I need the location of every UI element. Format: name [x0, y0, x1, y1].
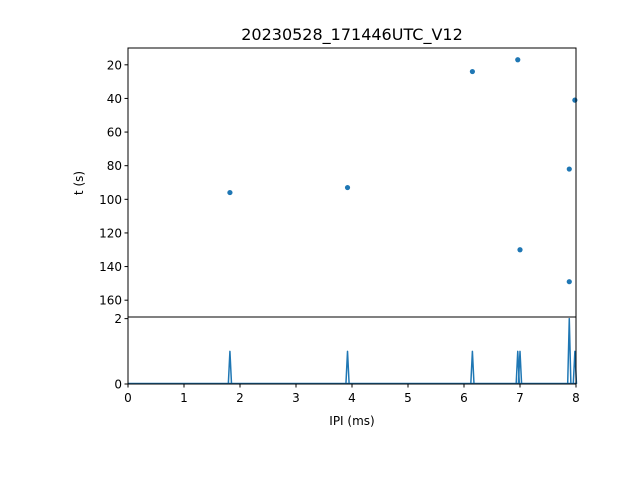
scatter-point — [515, 57, 521, 63]
scatter-y-axis-label: t (s) — [72, 171, 86, 195]
scatter-point — [566, 279, 572, 285]
scatter-panel: 20230528_171446UTC_V12 t (s) 20 40 60 80 100… — [72, 25, 578, 318]
histogram-x-tick-label: 6 — [460, 391, 468, 405]
scatter-point — [344, 184, 351, 191]
histogram-plot-frame — [127, 316, 577, 385]
histogram-x-tick-label: 0 — [124, 391, 132, 405]
scatter-point — [566, 166, 572, 172]
histogram-x-ticks: 0 1 2 3 4 5 6 7 8 — [124, 384, 580, 405]
scatter-y-tick-label: 120 — [99, 226, 122, 240]
scatter-y-tick-label: 140 — [99, 260, 122, 274]
scatter-point — [469, 68, 475, 75]
scatter-y-tick-label: 60 — [107, 126, 122, 140]
histogram-x-tick-label: 7 — [516, 391, 524, 405]
histogram-spikes — [227, 317, 578, 385]
histogram-spike — [566, 317, 572, 385]
histogram-x-tick-label: 5 — [404, 391, 412, 405]
histogram-x-tick-label: 2 — [236, 391, 244, 405]
histogram-x-tick-label: 8 — [572, 391, 580, 405]
histogram-y-ticks: 02 — [114, 312, 128, 392]
scatter-y-tick-label: 20 — [107, 58, 122, 72]
scatter-point — [227, 189, 233, 196]
histogram-spike — [517, 350, 523, 385]
histogram-spike — [227, 350, 233, 385]
histogram-x-axis-label: IPI (ms) — [329, 414, 374, 428]
histogram-spike — [470, 350, 475, 385]
scatter-point — [517, 247, 523, 253]
scatter-y-tick-label: 40 — [107, 92, 122, 106]
histogram-x-tick-label: 4 — [348, 391, 356, 405]
histogram-x-tick-label: 3 — [292, 391, 300, 405]
scatter-y-tick-label: 160 — [99, 294, 122, 308]
scatter-y-tick-label: 80 — [107, 159, 122, 173]
scatter-y-tick-label: 100 — [99, 193, 122, 207]
histogram-y-tick-label: 0 — [114, 378, 122, 392]
histogram-y-tick-label: 2 — [114, 312, 122, 326]
scatter-point — [572, 97, 578, 103]
histogram-x-tick-label: 1 — [180, 391, 188, 405]
scatter-y-ticks: 20 40 60 80 100 120 140 160 — [99, 58, 128, 308]
histogram-spike — [345, 350, 350, 385]
chart-title: 20230528_171446UTC_V12 — [241, 25, 463, 45]
